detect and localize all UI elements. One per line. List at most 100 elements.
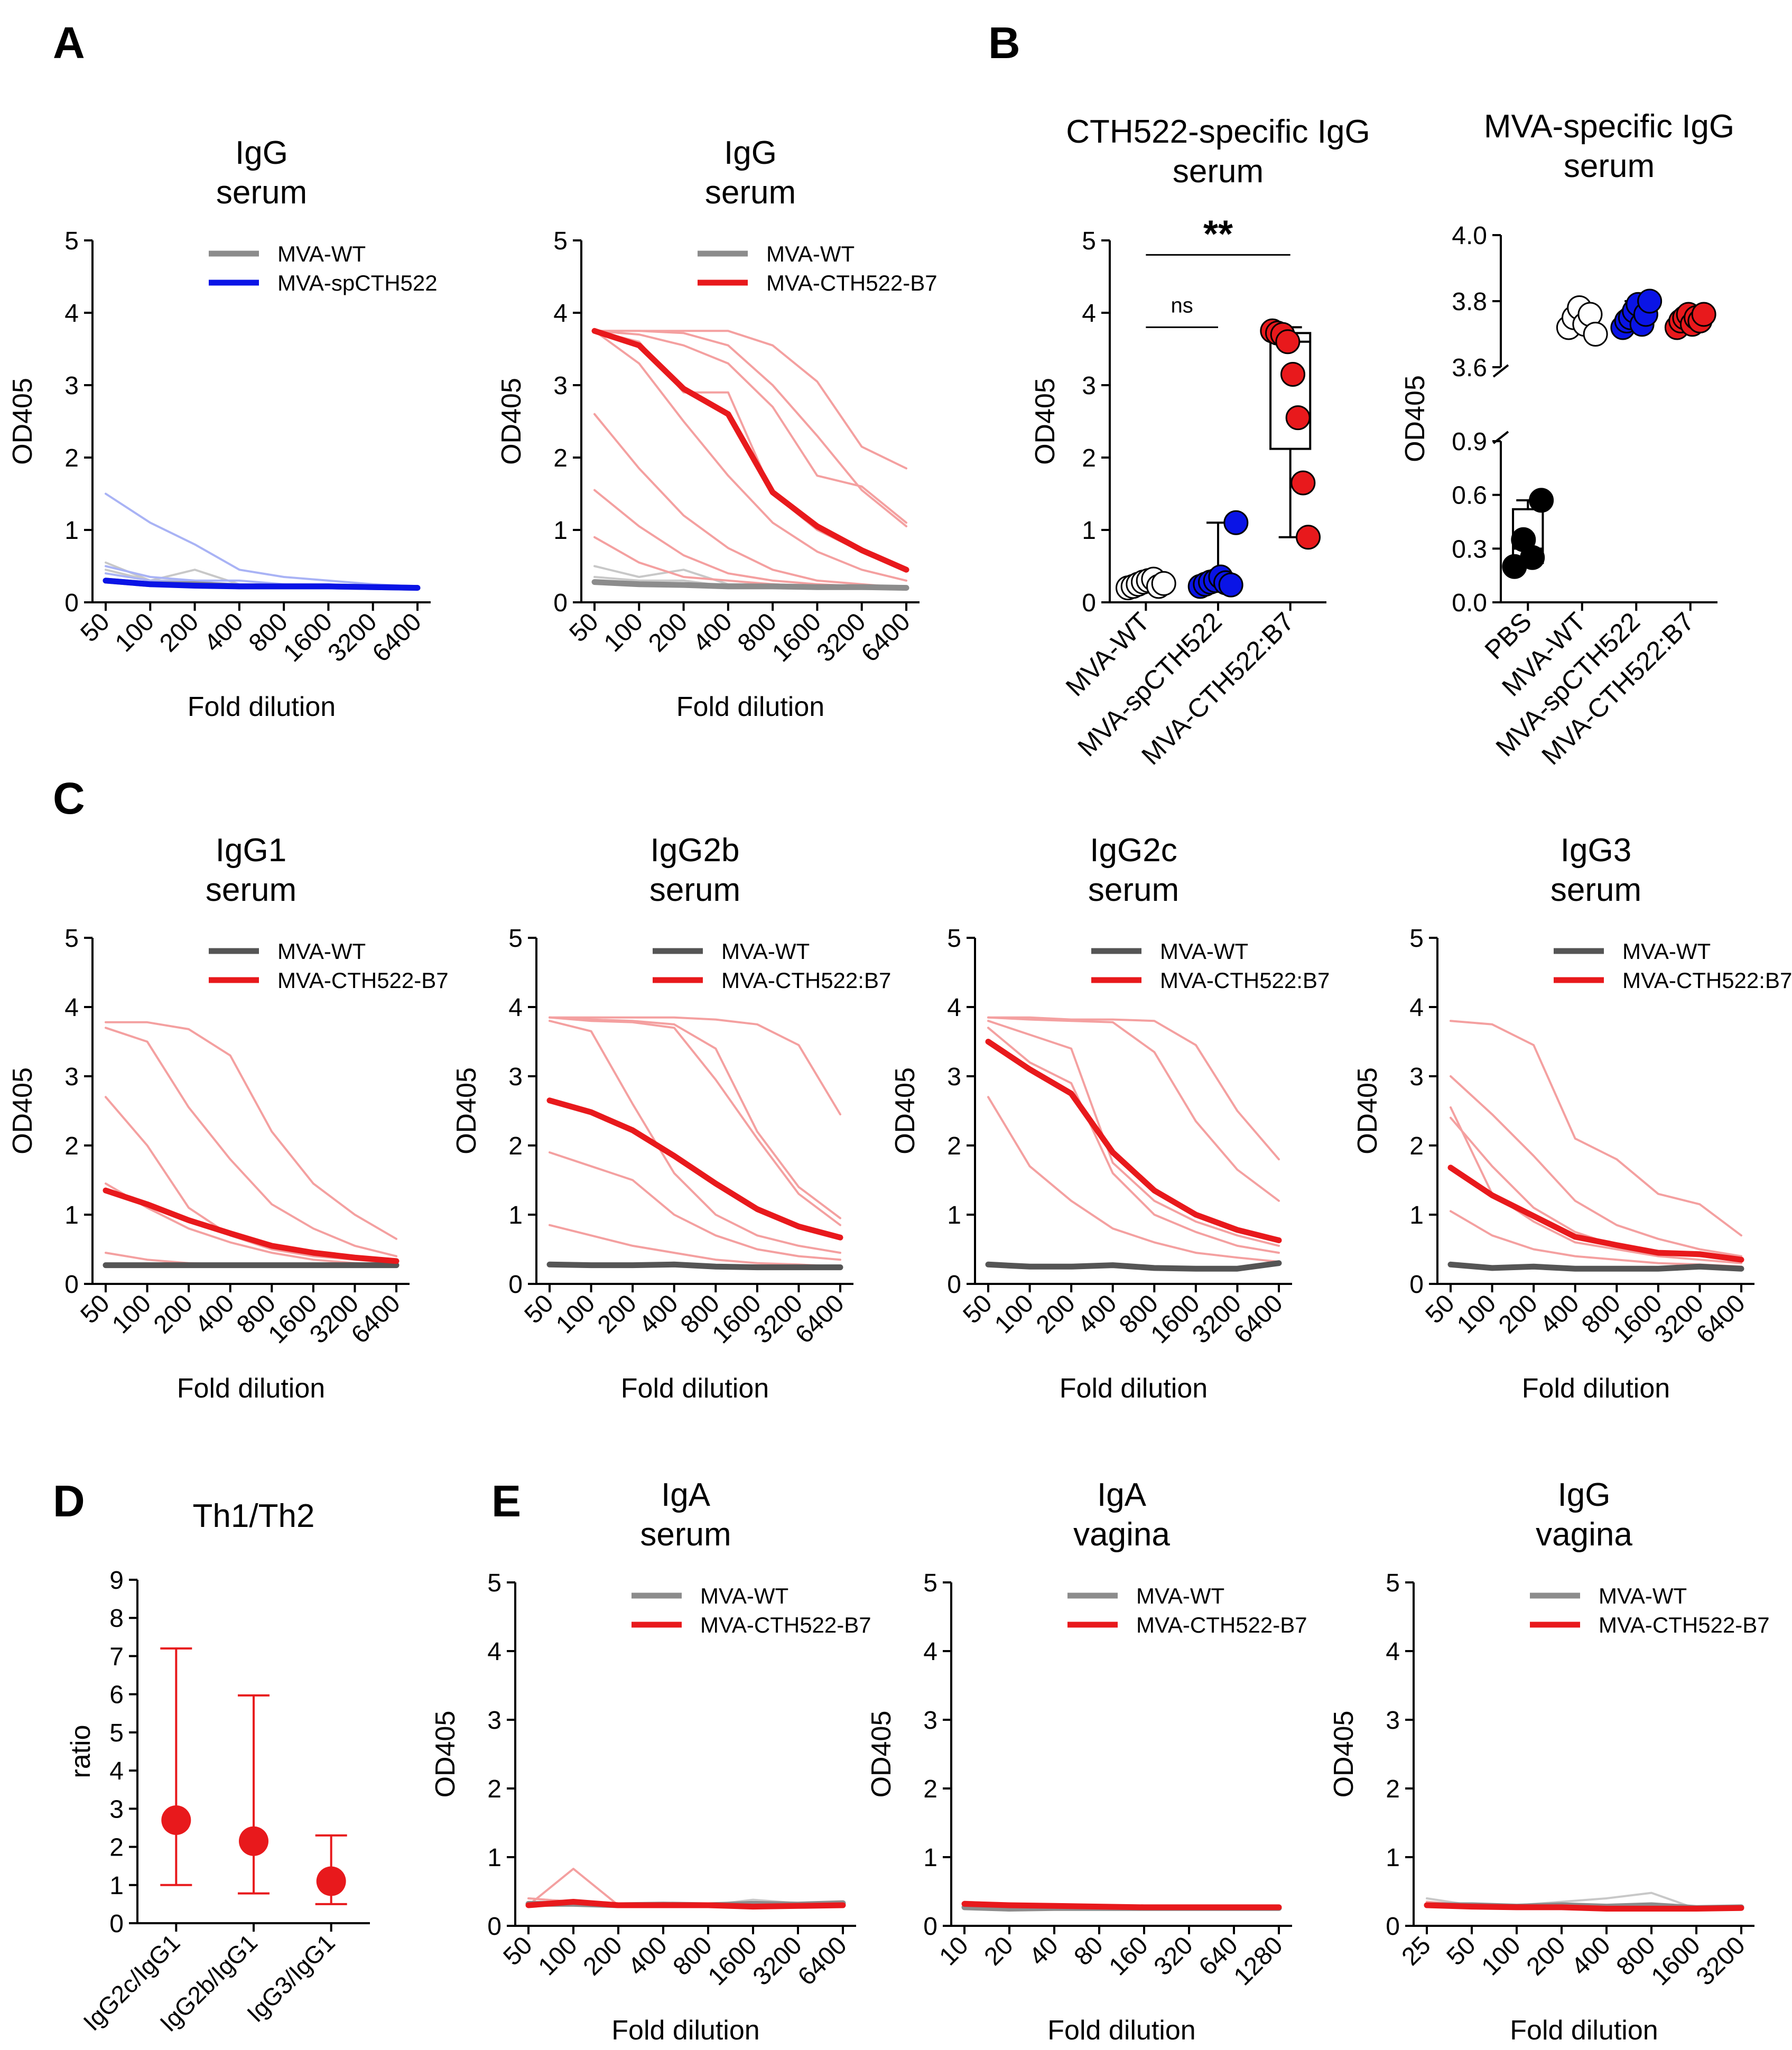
x-tick-label: 6400 [1229, 1289, 1288, 1349]
x-tick-label: 100 [1477, 1931, 1526, 1981]
y-tick-label: 0 [109, 1910, 124, 1938]
y-tick-label: 0 [1409, 1271, 1424, 1299]
x-tick-label: 400 [688, 608, 738, 657]
series-line-mva-cth522-b7-individual [593, 413, 907, 589]
legend-label: MVA-CTH522:B7 [1160, 968, 1330, 993]
x-tick-label: 1600 [1146, 1289, 1205, 1349]
data-point-mva-spcth522 [1218, 572, 1243, 598]
y-tick-label: 7 [109, 1643, 124, 1671]
data-point-mva-cth522-b7 [1691, 302, 1716, 327]
series-line-mva-cth522-b7-individual [1450, 1020, 1742, 1237]
chart-title-line: serum [1173, 153, 1264, 190]
x-tick-label: 200 [578, 1931, 628, 1981]
series-line-mva-cth522-b7-mean [1424, 1902, 1744, 1912]
x-tick-label: 3200 [748, 1931, 807, 1991]
y-tick-label: 3 [64, 1063, 79, 1091]
y-tick-label: 5 [923, 1569, 937, 1597]
x-axis-label: Fold dilution [611, 2015, 759, 2046]
x-tick-label: 10 [934, 1931, 974, 1971]
y-tick-label: 2 [64, 444, 79, 472]
chart-title-line: IgA [661, 1477, 711, 1513]
x-tick-label: 25 [1397, 1931, 1436, 1971]
y-tick-label: 5 [553, 227, 568, 255]
y-tick-label: 2 [553, 444, 568, 472]
chart-title-line: Th1/Th2 [193, 1498, 315, 1534]
x-tick-label: 200 [1521, 1931, 1571, 1981]
data-point-mva-cth522-b7 [1290, 470, 1316, 496]
series-line-mva-cth522-b7-mean [525, 1899, 846, 1910]
x-tick-label: 50 [498, 1931, 538, 1971]
y-tick-label: 2 [947, 1132, 961, 1160]
series-line-mva-wt-mean [1447, 1261, 1744, 1272]
chart-title-line: serum [206, 872, 296, 908]
series-line-mva-cth522-b7-individual [987, 1016, 1280, 1202]
series-line-mva-cth522-b7-mean [985, 1039, 1282, 1243]
y-axis-label: OD405 [1400, 375, 1431, 462]
x-tick-label: 80 [1069, 1931, 1109, 1971]
x-tick-label: 100 [110, 608, 160, 657]
y-tick-label: 0 [923, 1913, 937, 1941]
chart-title-line: IgG2c [1090, 832, 1177, 869]
y-tick-label: 0 [947, 1271, 961, 1299]
y-tick-label: 4 [1082, 300, 1096, 328]
y-tick-label: 2 [923, 1775, 937, 1803]
y-tick-label: 6 [109, 1681, 124, 1709]
chart-igg1-serum: IgG1serum0123455010020040080016003200640… [7, 832, 449, 1404]
y-tick-label: 3 [1409, 1063, 1424, 1091]
series-line-mva-wt-mean [546, 1261, 843, 1271]
chart-igg2b-serum: IgG2bserum012345501002004008001600320064… [451, 832, 891, 1404]
x-tick-label: 400 [1566, 1931, 1616, 1981]
series-line-mva-cth522-b7-individual [987, 1020, 1280, 1247]
x-tick-label: 3200 [1691, 1931, 1751, 1991]
y-tick-label: 0.3 [1452, 535, 1487, 563]
x-tick-label: 160 [1104, 1931, 1154, 1981]
chart-title-line: MVA-specific IgG [1484, 108, 1734, 145]
y-axis-label: OD405 [890, 1067, 921, 1154]
chart-title-line: serum [705, 174, 796, 211]
x-tick-label: 100 [599, 608, 648, 657]
legend-label: MVA-spCTH522 [277, 271, 438, 295]
panel-label-a: A [53, 18, 85, 68]
series-line-mva-cth522-b7-mean [1447, 1164, 1744, 1263]
y-tick-label: 1 [64, 1201, 79, 1229]
y-tick-label: 1 [1386, 1844, 1400, 1872]
y-axis-label: OD405 [7, 1067, 38, 1154]
series-line-mva-cth522-b7-individual [987, 1096, 1280, 1263]
chart-title-line: vagina [1073, 1516, 1170, 1553]
y-tick-label: 4 [1386, 1638, 1400, 1666]
chart-title-line: IgG2b [651, 832, 740, 869]
x-tick-label: 200 [154, 608, 204, 657]
y-tick-label: 4 [508, 994, 523, 1022]
y-tick-label: 3 [64, 372, 79, 400]
x-tick-label: 6400 [367, 608, 427, 667]
y-tick-label: 3 [947, 1063, 961, 1091]
x-tick-label: 6400 [1691, 1289, 1751, 1349]
axis-break-mark [1492, 364, 1509, 378]
series-line-mva-cth522-b7-individual [105, 1021, 397, 1240]
x-axis-label: Fold dilution [676, 692, 824, 722]
legend-label: MVA-WT [277, 939, 366, 964]
x-tick-label: 1600 [263, 1289, 323, 1349]
chart-igg-serum-cth522-b7: IgGserum01234550100200400800160032006400… [496, 135, 937, 722]
y-tick-label: 2 [1386, 1775, 1400, 1803]
y-axis-label: OD405 [430, 1711, 461, 1798]
legend-label: MVA-WT [1622, 939, 1711, 964]
x-tick-label: 400 [1535, 1289, 1584, 1339]
series-line-mva-cth522-b7-individual [593, 330, 907, 582]
data-point-mva-wt [1583, 322, 1608, 347]
y-tick-label: 3 [109, 1795, 124, 1823]
y-tick-label: 1 [1409, 1201, 1424, 1229]
series-line-mva-cth522-b7-individual [549, 1151, 841, 1261]
chart-th1-th2-ratio: Th1/Th20123456789IgG2c/IgG1IgG2b/IgG1IgG… [66, 1498, 370, 2037]
y-tick-label: 2 [1082, 444, 1096, 472]
y-tick-label: 3 [487, 1707, 502, 1735]
series-line-mva-cth522-b7-individual [105, 1027, 397, 1257]
chart-title-line: vagina [1536, 1516, 1632, 1553]
series-line-mva-cth522-b7-individual [987, 1016, 1280, 1161]
chart-title-line: serum [640, 1516, 731, 1553]
y-tick-label: 5 [1409, 925, 1424, 953]
y-tick-label: 0 [553, 589, 568, 617]
